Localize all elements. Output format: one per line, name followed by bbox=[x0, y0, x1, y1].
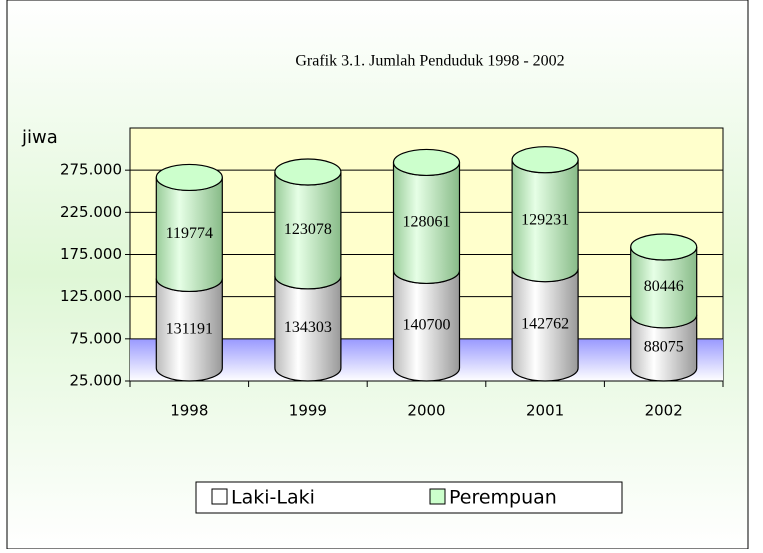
data-label: 123078 bbox=[284, 221, 332, 238]
y-tick-label: 125.000 bbox=[60, 287, 122, 305]
legend-box bbox=[195, 481, 623, 514]
data-label: 128061 bbox=[403, 214, 451, 231]
legend-swatch bbox=[429, 488, 446, 505]
x-tick-label: 2001 bbox=[526, 402, 564, 420]
data-label: 131191 bbox=[166, 320, 213, 337]
data-label: 80446 bbox=[644, 278, 684, 295]
data-label: 134303 bbox=[284, 319, 332, 336]
data-label: 119774 bbox=[166, 225, 213, 242]
x-tick-label: 1998 bbox=[170, 402, 208, 420]
bar-top bbox=[511, 146, 579, 174]
data-label: 88075 bbox=[644, 339, 684, 356]
y-tick-label: 25.000 bbox=[70, 372, 123, 390]
bar-top bbox=[630, 233, 698, 261]
x-tick-label: 1999 bbox=[289, 402, 327, 420]
y-axis-label: jiwa bbox=[21, 127, 58, 148]
y-tick-label: 175.000 bbox=[60, 245, 122, 263]
data-label: 142762 bbox=[521, 316, 569, 333]
data-label: 140700 bbox=[403, 316, 451, 333]
bar-top bbox=[274, 158, 342, 186]
x-tick-label: 2002 bbox=[645, 402, 683, 420]
bar-top bbox=[392, 148, 461, 177]
bar-top bbox=[155, 163, 223, 192]
legend-swatch bbox=[211, 488, 228, 505]
legend-label: Perempuan bbox=[449, 487, 557, 509]
x-tick-label: 2000 bbox=[407, 402, 445, 420]
y-tick-label: 75.000 bbox=[70, 329, 123, 347]
legend-label: Laki-Laki bbox=[231, 487, 315, 509]
y-tick-label: 225.000 bbox=[60, 203, 122, 221]
y-tick-label: 275.000 bbox=[60, 161, 122, 179]
data-label: 129231 bbox=[521, 211, 569, 228]
chart-title: Grafik 3.1. Jumlah Penduduk 1998 - 2002 bbox=[295, 53, 564, 70]
